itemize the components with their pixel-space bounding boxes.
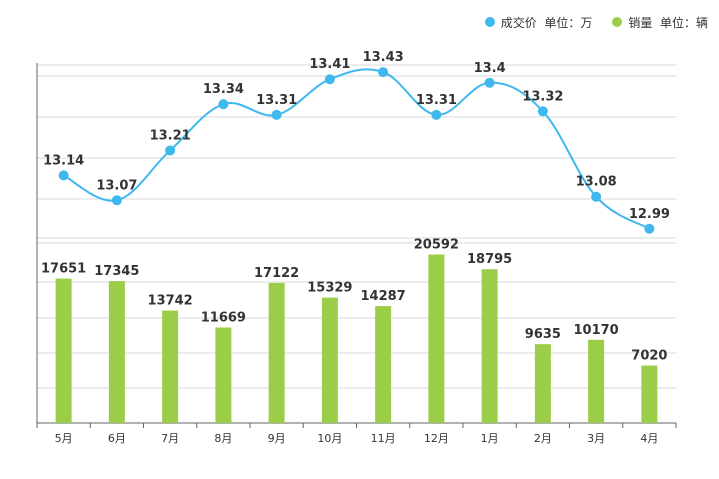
sales-bar-label: 14287	[361, 289, 406, 304]
price-point-label: 13.32	[522, 89, 563, 104]
sales-bar	[428, 254, 445, 423]
sales-bar-label: 15329	[307, 281, 352, 296]
price-point-label: 13.07	[96, 178, 137, 193]
sales-bar	[481, 269, 498, 423]
price-point-label: 13.08	[576, 175, 617, 190]
price-point-label: 13.43	[363, 50, 404, 65]
price-point	[644, 223, 655, 234]
sales-bar	[268, 282, 285, 423]
legend-sales-label: 销量 单位：辆	[628, 15, 708, 30]
sales-bar-label: 20592	[414, 238, 459, 253]
legend-price-dot-icon	[484, 17, 495, 27]
price-point	[218, 99, 229, 110]
sales-bar	[321, 297, 338, 423]
sales-bar	[641, 365, 658, 423]
sales-bar-label: 18795	[467, 252, 512, 267]
legend: 成交价 单位：万 销量 单位：辆	[0, 12, 708, 32]
price-point	[271, 109, 282, 120]
x-tick-label: 4月	[640, 432, 658, 445]
legend-item-sales[interactable]: 销量 单位：辆	[612, 14, 708, 31]
price-point-label: 13.31	[256, 93, 297, 108]
sales-bar-label: 9635	[525, 327, 561, 342]
price-point	[165, 145, 176, 156]
price-point-label: 13.34	[203, 82, 244, 97]
price-line	[63, 68, 650, 230]
price-point	[431, 109, 442, 120]
sales-bar-label: 7020	[631, 349, 667, 364]
sales-bar-label: 11669	[201, 311, 246, 326]
price-point	[378, 67, 389, 78]
x-tick-label: 6月	[108, 432, 126, 445]
x-tick-label: 10月	[317, 432, 342, 445]
price-point	[537, 106, 548, 117]
price-point-label: 12.99	[629, 207, 670, 222]
x-tick-label: 11月	[371, 432, 396, 445]
x-tick-label: 12月	[424, 432, 449, 445]
x-tick-label: 2月	[534, 432, 552, 445]
sales-bar-label: 17651	[41, 262, 86, 277]
sales-bar	[375, 306, 392, 423]
sales-bar	[108, 281, 125, 423]
sales-bar	[55, 278, 72, 423]
sales-bar	[215, 327, 232, 423]
legend-sales-dot-icon	[612, 17, 623, 27]
x-tick-label: 7月	[161, 432, 179, 445]
sales-bar-label: 17345	[94, 264, 139, 279]
price-point	[324, 74, 335, 85]
price-point	[484, 77, 495, 88]
sales-bar-label: 17122	[254, 266, 299, 281]
x-tick-label: 3月	[587, 432, 605, 445]
x-tick-label: 1月	[481, 432, 499, 445]
legend-price-label: 成交价 单位：万	[500, 15, 593, 30]
price-point-label: 13.31	[416, 93, 457, 108]
sales-bar-label: 13742	[148, 294, 193, 309]
price-point	[111, 195, 122, 206]
x-tick-label: 9月	[268, 432, 286, 445]
price-point-label: 13.21	[150, 128, 191, 143]
x-tick-label: 8月	[214, 432, 232, 445]
sales-bar-label: 10170	[574, 323, 619, 338]
price-point-label: 13.14	[43, 153, 84, 168]
price-point	[58, 170, 69, 181]
sales-bar	[588, 339, 605, 423]
price-point-label: 13.4	[474, 61, 506, 76]
price-point	[591, 191, 602, 202]
x-tick-label: 5月	[55, 432, 73, 445]
sales-bar	[162, 310, 179, 423]
legend-item-price[interactable]: 成交价 单位：万	[484, 14, 593, 31]
price-point-label: 13.41	[309, 57, 350, 72]
sales-bar	[534, 344, 551, 423]
